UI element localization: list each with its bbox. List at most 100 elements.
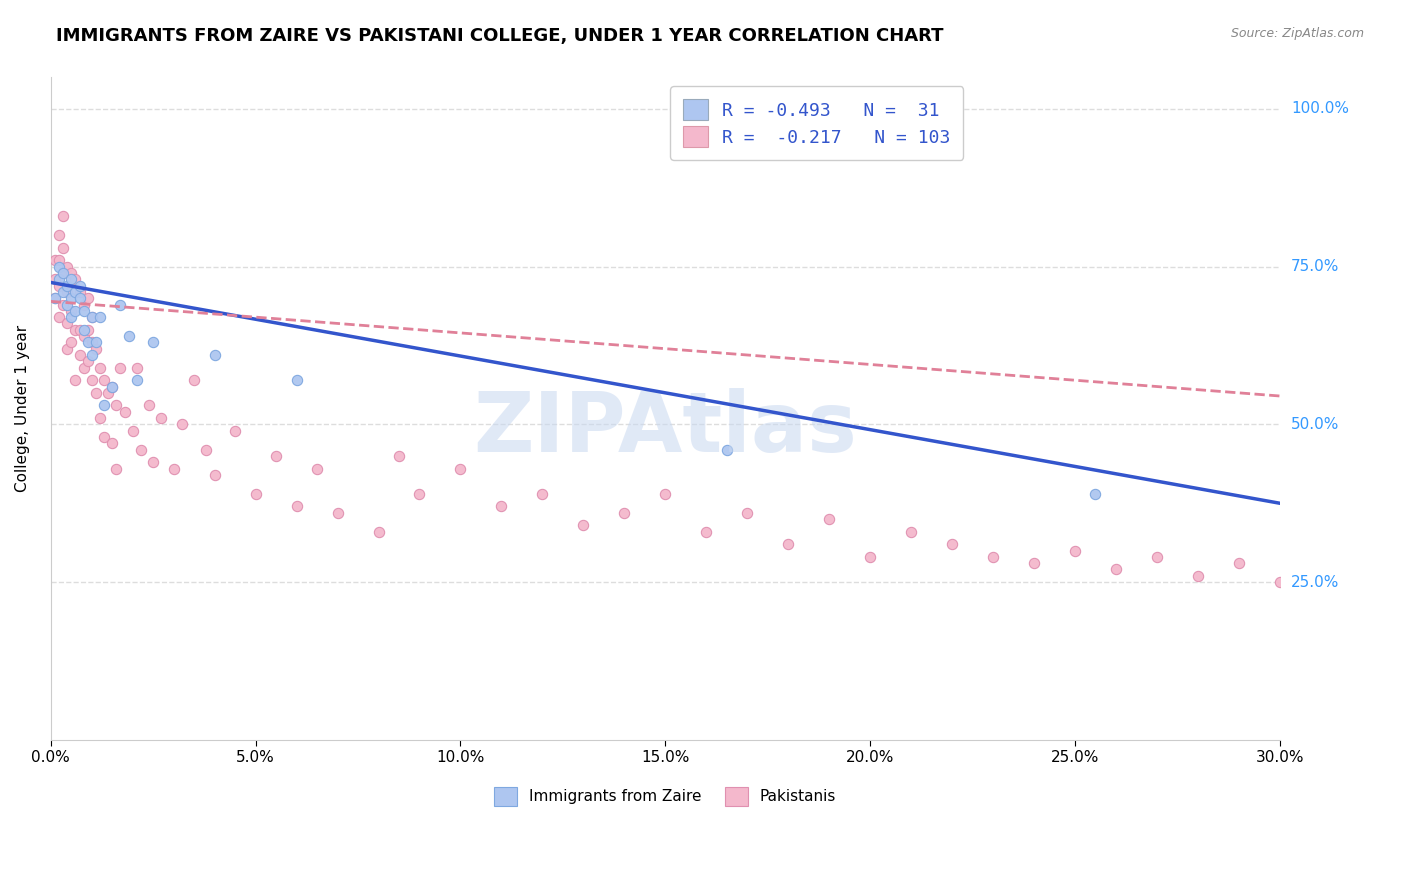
Point bbox=[72, 360, 94, 375]
Point bbox=[735, 506, 758, 520]
Point bbox=[1064, 543, 1087, 558]
Point bbox=[142, 335, 165, 350]
Text: IMMIGRANTS FROM ZAIRE VS PAKISTANI COLLEGE, UNDER 1 YEAR CORRELATION CHART: IMMIGRANTS FROM ZAIRE VS PAKISTANI COLLE… bbox=[56, 27, 943, 45]
Point bbox=[76, 354, 98, 368]
Point bbox=[101, 436, 124, 450]
Point bbox=[72, 297, 94, 311]
Point bbox=[859, 549, 882, 564]
Point bbox=[89, 360, 111, 375]
Point bbox=[183, 373, 205, 387]
Point bbox=[80, 310, 103, 325]
Point bbox=[1187, 568, 1209, 582]
Point bbox=[105, 399, 128, 413]
Point bbox=[52, 266, 75, 280]
Point bbox=[44, 253, 66, 268]
Point bbox=[941, 537, 963, 551]
Point bbox=[264, 449, 287, 463]
Point bbox=[65, 285, 87, 299]
Point bbox=[97, 385, 120, 400]
Point bbox=[449, 461, 471, 475]
Point bbox=[80, 348, 103, 362]
Point bbox=[285, 500, 308, 514]
Point bbox=[44, 291, 66, 305]
Point bbox=[1227, 556, 1250, 570]
Point bbox=[408, 487, 430, 501]
Point bbox=[56, 297, 79, 311]
Point bbox=[105, 461, 128, 475]
Point bbox=[65, 272, 87, 286]
Text: 25.0%: 25.0% bbox=[1291, 574, 1339, 590]
Point bbox=[80, 373, 103, 387]
Point bbox=[195, 442, 218, 457]
Point bbox=[52, 266, 75, 280]
Point bbox=[84, 335, 107, 350]
Point bbox=[48, 260, 70, 274]
Point bbox=[101, 379, 124, 393]
Point bbox=[981, 549, 1004, 564]
Point bbox=[129, 442, 152, 457]
Point bbox=[56, 317, 79, 331]
Point bbox=[1392, 568, 1406, 582]
Point bbox=[150, 411, 173, 425]
Point bbox=[80, 310, 103, 325]
Point bbox=[1105, 562, 1128, 576]
Point bbox=[76, 291, 98, 305]
Point bbox=[65, 323, 87, 337]
Text: ZIPAtlas: ZIPAtlas bbox=[474, 388, 858, 469]
Point bbox=[72, 329, 94, 343]
Point bbox=[114, 405, 136, 419]
Point bbox=[1146, 549, 1168, 564]
Point bbox=[245, 487, 267, 501]
Point bbox=[48, 272, 70, 286]
Point bbox=[72, 303, 94, 318]
Point bbox=[224, 424, 246, 438]
Point bbox=[56, 285, 79, 299]
Point bbox=[1350, 582, 1372, 596]
Point bbox=[654, 487, 676, 501]
Point bbox=[1268, 575, 1291, 590]
Point bbox=[326, 506, 349, 520]
Point bbox=[204, 348, 226, 362]
Point bbox=[818, 512, 841, 526]
Y-axis label: College, Under 1 year: College, Under 1 year bbox=[15, 325, 30, 492]
Point bbox=[76, 323, 98, 337]
Point bbox=[69, 323, 91, 337]
Point bbox=[60, 335, 83, 350]
Point bbox=[101, 379, 124, 393]
Point bbox=[52, 285, 75, 299]
Point bbox=[56, 260, 79, 274]
Point bbox=[93, 430, 115, 444]
Point bbox=[900, 524, 922, 539]
Point bbox=[491, 500, 513, 514]
Text: 50.0%: 50.0% bbox=[1291, 417, 1339, 432]
Point bbox=[69, 285, 91, 299]
Point bbox=[84, 385, 107, 400]
Point bbox=[56, 278, 79, 293]
Point bbox=[60, 291, 83, 305]
Point bbox=[572, 518, 595, 533]
Point bbox=[138, 399, 160, 413]
Point bbox=[716, 442, 738, 457]
Point bbox=[44, 272, 66, 286]
Point bbox=[48, 253, 70, 268]
Point bbox=[163, 461, 186, 475]
Text: Source: ZipAtlas.com: Source: ZipAtlas.com bbox=[1230, 27, 1364, 40]
Point bbox=[48, 228, 70, 243]
Point bbox=[125, 360, 148, 375]
Point bbox=[307, 461, 329, 475]
Point bbox=[1309, 562, 1331, 576]
Point bbox=[204, 467, 226, 482]
Point bbox=[778, 537, 800, 551]
Point bbox=[69, 278, 91, 293]
Point bbox=[93, 399, 115, 413]
Point bbox=[48, 278, 70, 293]
Point bbox=[84, 342, 107, 356]
Point bbox=[613, 506, 636, 520]
Point bbox=[60, 272, 83, 286]
Point bbox=[142, 455, 165, 469]
Point bbox=[52, 241, 75, 255]
Point bbox=[89, 411, 111, 425]
Point bbox=[1084, 487, 1107, 501]
Point bbox=[125, 373, 148, 387]
Point bbox=[76, 335, 98, 350]
